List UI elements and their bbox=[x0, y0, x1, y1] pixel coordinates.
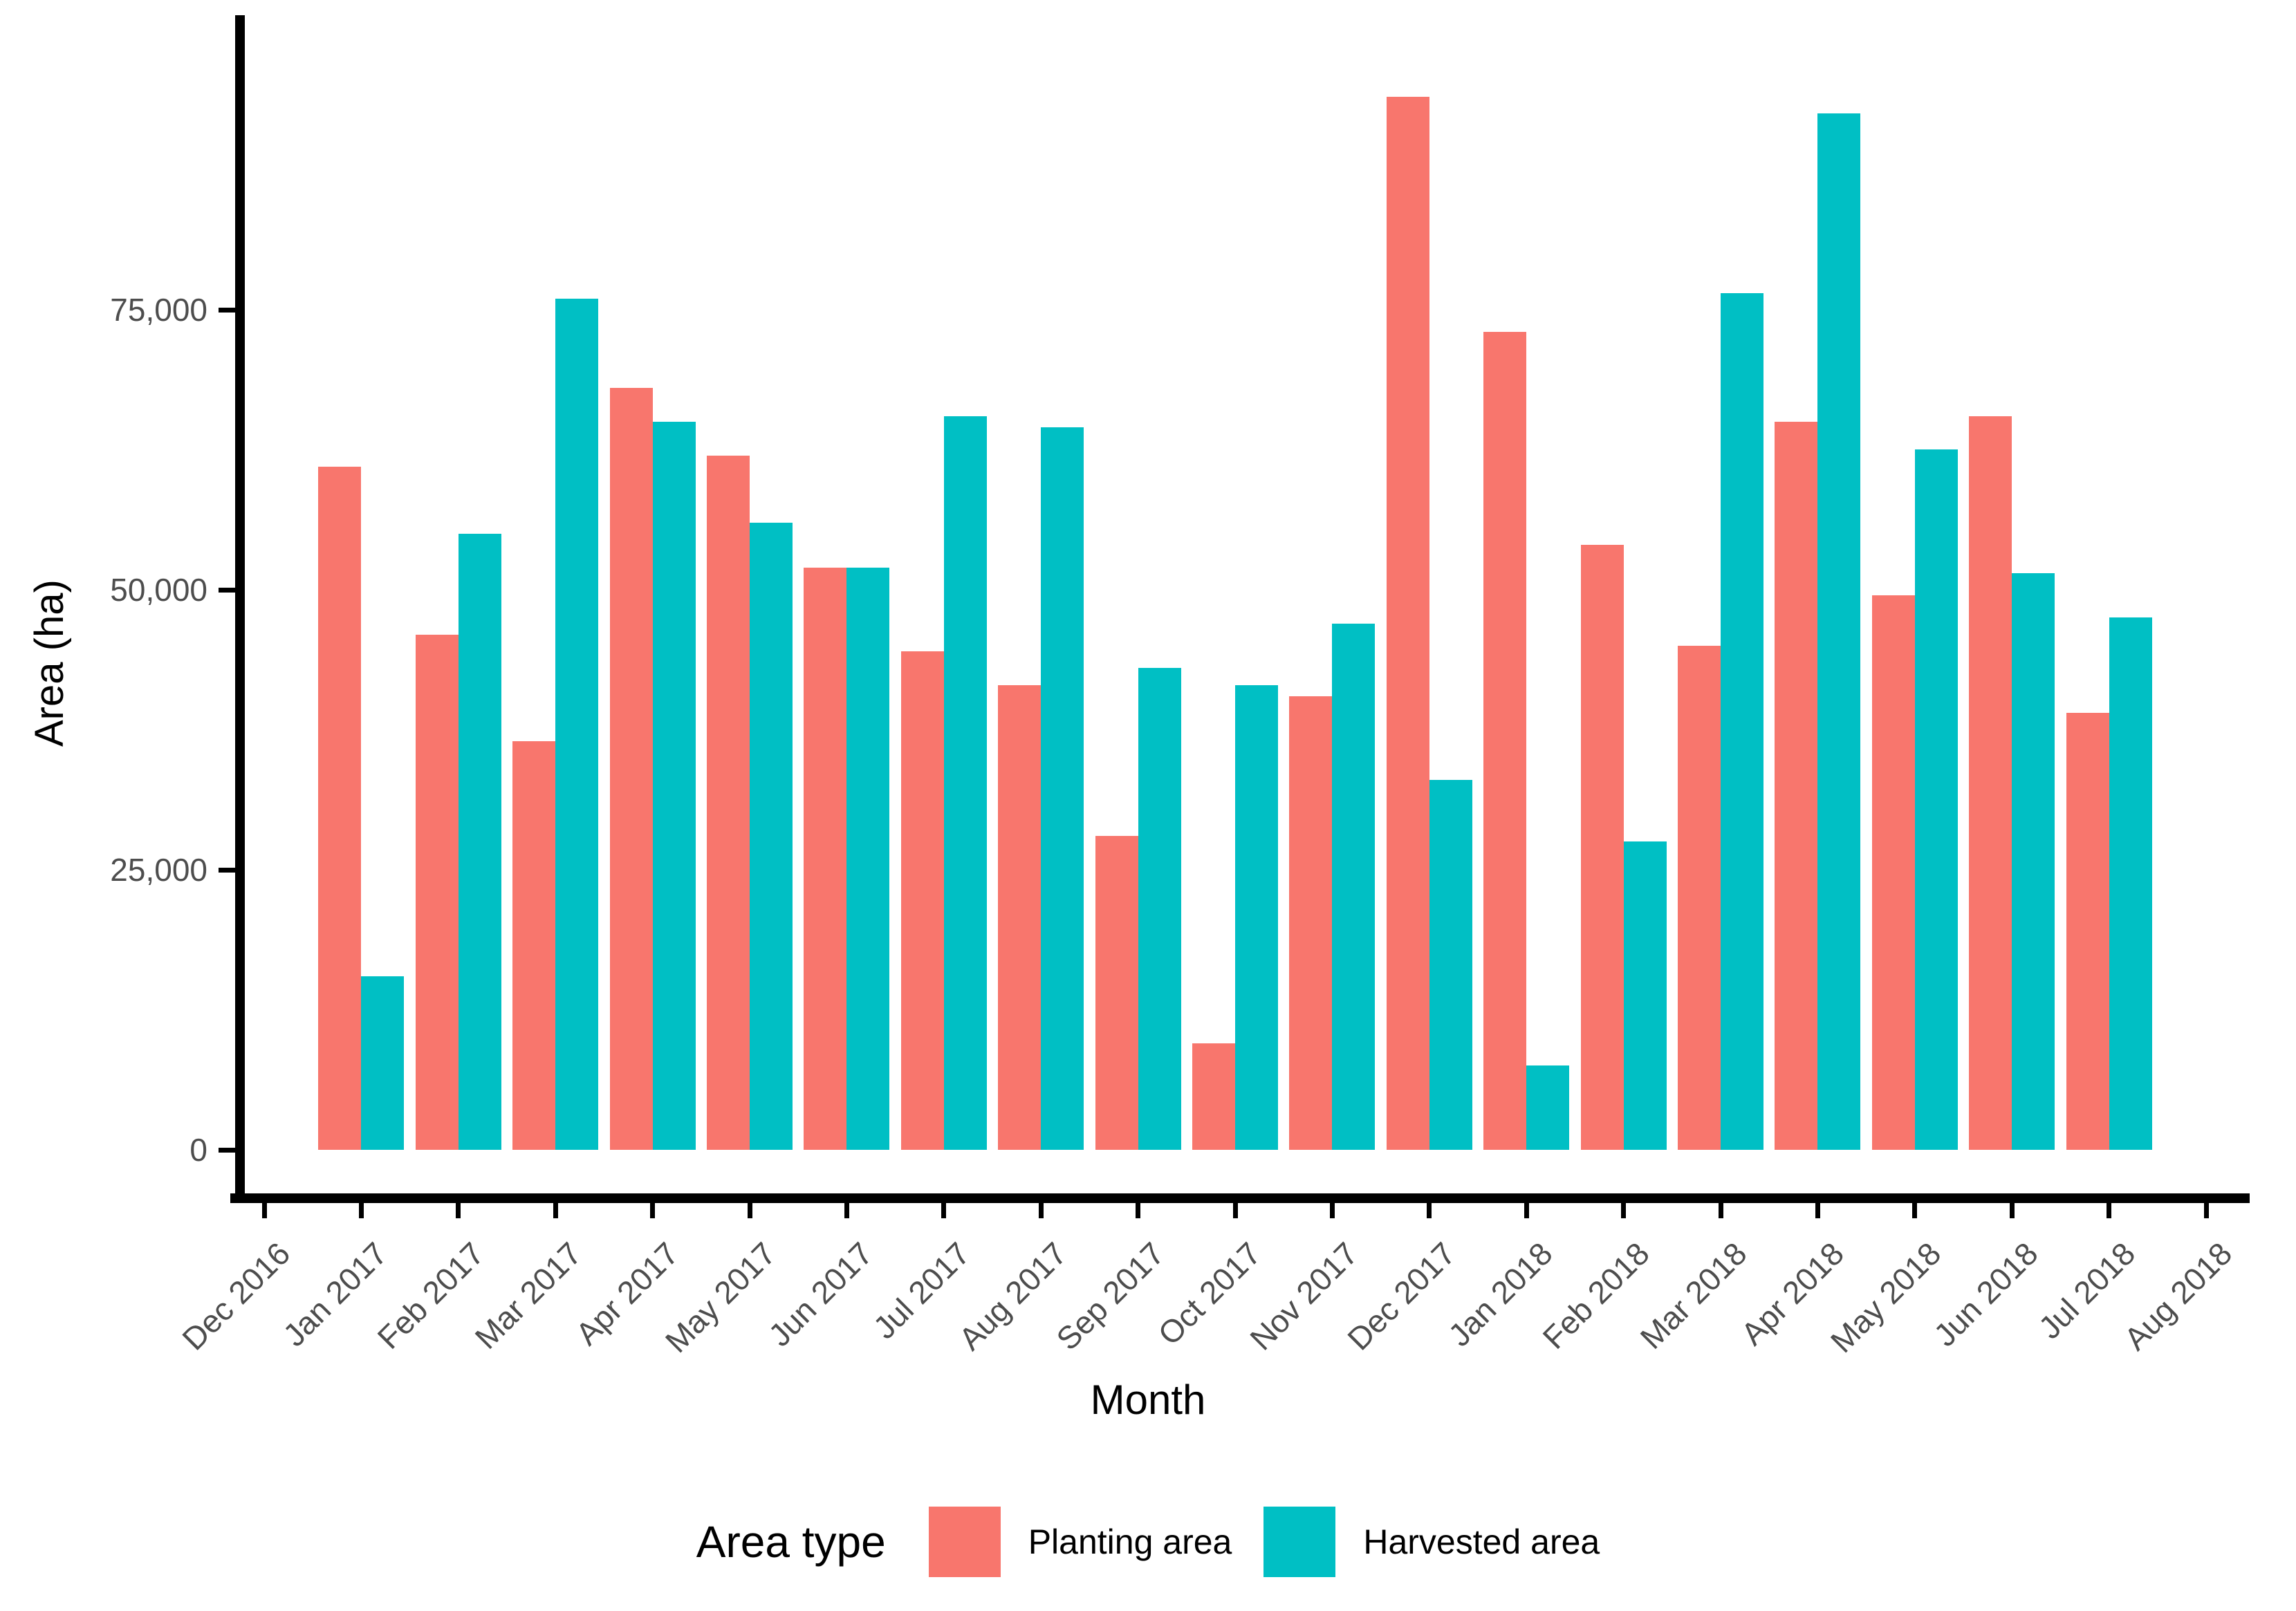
bar-planting-area-apr-2018 bbox=[1775, 422, 1817, 1150]
y-tick-mark-0 bbox=[219, 1147, 235, 1153]
bar-harvested-area-sep-2017 bbox=[1138, 668, 1181, 1150]
x-tick-mark-aug-2018 bbox=[2203, 1203, 2209, 1218]
bar-planting-area-oct-2017 bbox=[1192, 1043, 1235, 1150]
bar-harvested-area-feb-2017 bbox=[459, 534, 501, 1150]
x-tick-label-nov-2017: Nov 2017 bbox=[1243, 1235, 1365, 1357]
x-tick-mark-jun-2017 bbox=[844, 1203, 849, 1218]
bar-planting-area-jan-2017 bbox=[318, 467, 361, 1150]
x-tick-mark-jan-2017 bbox=[358, 1203, 364, 1218]
y-tick-label-25000: 25,000 bbox=[110, 852, 207, 888]
x-tick-mark-jul-2017 bbox=[941, 1203, 947, 1218]
bar-harvested-area-jul-2018 bbox=[2109, 617, 2152, 1150]
y-axis-title: Area (ha) bbox=[27, 579, 72, 747]
x-axis-line bbox=[230, 1193, 2250, 1203]
x-tick-mark-nov-2017 bbox=[1329, 1203, 1335, 1218]
x-tick-mark-dec-2017 bbox=[1427, 1203, 1432, 1218]
y-tick-mark-25000 bbox=[219, 867, 235, 873]
bar-planting-area-jul-2018 bbox=[2066, 713, 2109, 1150]
x-tick-mark-feb-2018 bbox=[1621, 1203, 1627, 1218]
bar-harvested-area-nov-2017 bbox=[1332, 624, 1375, 1150]
bar-planting-area-jun-2018 bbox=[1969, 416, 2012, 1150]
bar-planting-area-nov-2017 bbox=[1289, 696, 1332, 1150]
bar-planting-area-jun-2017 bbox=[804, 568, 846, 1150]
x-tick-mark-mar-2018 bbox=[1718, 1203, 1723, 1218]
x-tick-label-dec-2016: Dec 2016 bbox=[175, 1235, 297, 1357]
x-tick-mark-apr-2017 bbox=[650, 1203, 656, 1218]
y-tick-label-75000: 75,000 bbox=[110, 292, 207, 328]
bar-planting-area-jan-2018 bbox=[1483, 332, 1526, 1150]
legend: Area type Planting area Harvested area bbox=[0, 1500, 2296, 1583]
bar-harvested-area-mar-2017 bbox=[555, 299, 598, 1150]
bar-planting-area-jul-2017 bbox=[901, 651, 944, 1150]
x-tick-label-jun-2018: Jun 2018 bbox=[1926, 1235, 2045, 1354]
bar-planting-area-sep-2017 bbox=[1095, 836, 1138, 1150]
x-tick-label-aug-2017: Aug 2017 bbox=[952, 1235, 1074, 1357]
x-tick-label-sep-2017: Sep 2017 bbox=[1048, 1235, 1171, 1357]
legend-item-harvested: Harvested area bbox=[1263, 1507, 1600, 1577]
legend-label-harvested: Harvested area bbox=[1363, 1522, 1600, 1561]
y-tick-label-0: 0 bbox=[189, 1132, 207, 1168]
harvested-area-swatch bbox=[1263, 1507, 1336, 1577]
bar-harvested-area-jun-2018 bbox=[2012, 573, 2055, 1150]
bar-harvested-area-mar-2018 bbox=[1721, 293, 1763, 1150]
bar-harvested-area-jan-2017 bbox=[361, 976, 404, 1150]
x-axis-title: Month bbox=[1090, 1377, 1206, 1423]
bar-harvested-area-jun-2017 bbox=[846, 568, 889, 1150]
bar-planting-area-aug-2017 bbox=[998, 685, 1041, 1150]
bar-harvested-area-jan-2018 bbox=[1526, 1065, 1569, 1150]
bar-planting-area-feb-2017 bbox=[416, 635, 459, 1150]
x-tick-mark-dec-2016 bbox=[261, 1203, 267, 1218]
legend-item-planting: Planting area bbox=[928, 1507, 1232, 1577]
x-tick-label-dec-2017: Dec 2017 bbox=[1340, 1235, 1463, 1357]
x-tick-label-mar-2017: Mar 2017 bbox=[467, 1235, 589, 1356]
x-tick-mark-jul-2018 bbox=[2107, 1203, 2112, 1218]
bar-harvested-area-feb-2018 bbox=[1624, 841, 1667, 1150]
x-tick-mark-sep-2017 bbox=[1136, 1203, 1141, 1218]
legend-title: Area type bbox=[696, 1517, 886, 1567]
planting-area-swatch bbox=[928, 1507, 1001, 1577]
x-tick-mark-aug-2017 bbox=[1038, 1203, 1044, 1218]
x-tick-label-feb-2018: Feb 2018 bbox=[1535, 1235, 1656, 1356]
x-tick-mark-feb-2017 bbox=[456, 1203, 461, 1218]
y-tick-label-50000: 50,000 bbox=[110, 572, 207, 608]
bar-harvested-area-apr-2017 bbox=[653, 422, 696, 1150]
bar-harvested-area-may-2018 bbox=[1915, 449, 1958, 1150]
bar-harvested-area-dec-2017 bbox=[1429, 780, 1472, 1150]
bar-planting-area-may-2018 bbox=[1872, 595, 1915, 1150]
x-tick-mark-jun-2018 bbox=[2009, 1203, 2015, 1218]
bar-harvested-area-may-2017 bbox=[750, 523, 793, 1150]
x-tick-mark-apr-2018 bbox=[1815, 1203, 1820, 1218]
x-tick-mark-mar-2017 bbox=[553, 1203, 558, 1218]
bar-harvested-area-jul-2017 bbox=[944, 416, 987, 1150]
x-tick-mark-oct-2017 bbox=[1232, 1203, 1238, 1218]
x-tick-label-feb-2017: Feb 2017 bbox=[370, 1235, 492, 1356]
x-tick-mark-may-2017 bbox=[747, 1203, 752, 1218]
legend-label-planting: Planting area bbox=[1028, 1522, 1232, 1561]
y-tick-mark-50000 bbox=[219, 587, 235, 593]
bar-planting-area-feb-2018 bbox=[1581, 545, 1624, 1150]
bar-planting-area-apr-2017 bbox=[610, 388, 653, 1150]
y-tick-mark-75000 bbox=[219, 307, 235, 313]
y-axis-line bbox=[235, 15, 245, 1203]
bar-planting-area-mar-2017 bbox=[512, 741, 555, 1150]
bar-planting-area-may-2017 bbox=[707, 456, 750, 1150]
bar-harvested-area-apr-2018 bbox=[1817, 113, 1860, 1150]
x-tick-mark-jan-2018 bbox=[1524, 1203, 1529, 1218]
bar-harvested-area-oct-2017 bbox=[1235, 685, 1278, 1150]
x-tick-label-mar-2018: Mar 2018 bbox=[1633, 1235, 1754, 1356]
x-tick-mark-may-2018 bbox=[1912, 1203, 1918, 1218]
bar-planting-area-dec-2017 bbox=[1387, 97, 1429, 1150]
x-tick-label-jun-2017: Jun 2017 bbox=[761, 1235, 880, 1354]
bar-planting-area-mar-2018 bbox=[1678, 646, 1721, 1150]
bar-harvested-area-aug-2017 bbox=[1041, 427, 1084, 1150]
